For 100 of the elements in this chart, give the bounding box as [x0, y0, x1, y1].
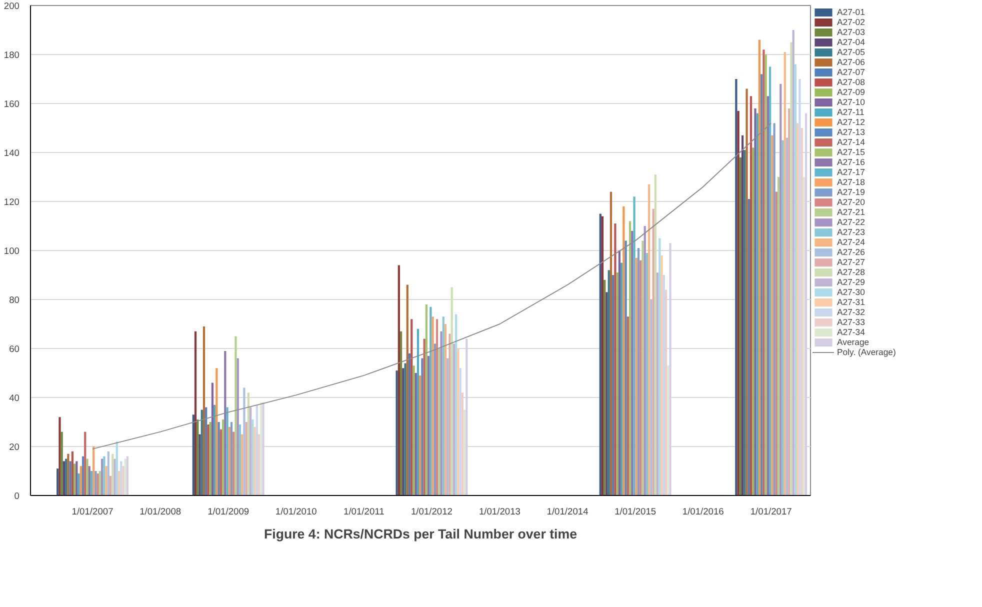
bar	[224, 350, 226, 496]
bar	[601, 216, 604, 496]
bar	[73, 464, 76, 496]
bar	[118, 471, 120, 496]
bar	[103, 456, 106, 496]
y-tick-label: 140	[4, 148, 20, 158]
bar	[644, 226, 646, 496]
bar	[216, 368, 218, 496]
bar	[782, 140, 784, 496]
bar	[69, 461, 72, 496]
bar	[624, 240, 627, 496]
x-tick-label: 1/01/2014	[546, 506, 588, 516]
bar	[92, 446, 95, 496]
bar	[744, 150, 746, 496]
bar	[604, 280, 606, 496]
bar	[614, 224, 616, 496]
bar	[194, 331, 197, 496]
bar	[652, 208, 654, 496]
legend-label: Average	[837, 337, 870, 347]
bar	[434, 344, 436, 496]
bar	[238, 424, 242, 496]
bar	[65, 458, 68, 496]
bar	[756, 113, 758, 496]
bar	[798, 79, 801, 496]
bar	[608, 270, 610, 496]
bar	[105, 466, 108, 496]
bar	[402, 368, 404, 496]
legend-label: A27-11	[837, 107, 864, 117]
bar	[400, 331, 402, 496]
x-tick-label: 1/01/2009	[208, 506, 250, 516]
bar	[222, 420, 224, 496]
bar	[599, 214, 602, 496]
bar	[120, 461, 122, 496]
bar	[762, 50, 765, 496]
bar	[107, 451, 110, 496]
bar	[245, 422, 248, 496]
y-tick-label: 80	[9, 295, 20, 305]
bar	[606, 292, 608, 496]
legend-label: A27-23	[837, 227, 865, 237]
legend-label: Poly. (Average)	[837, 347, 896, 357]
y-tick-label: 60	[9, 344, 20, 354]
bar	[448, 334, 451, 496]
bar	[788, 108, 790, 496]
bar	[214, 404, 216, 496]
bar	[109, 476, 112, 496]
bar	[67, 454, 70, 496]
y-tick-label: 160	[4, 99, 20, 109]
y-tick-label: 20	[9, 442, 20, 452]
legend-label: A27-09	[837, 87, 865, 97]
bar	[82, 456, 84, 496]
bar	[612, 275, 614, 496]
bar	[622, 206, 625, 496]
bar	[771, 135, 774, 496]
bar	[114, 458, 116, 496]
x-tick-label: 1/01/2017	[750, 506, 792, 516]
bar	[243, 388, 246, 496]
legend-label: A27-06	[837, 57, 865, 67]
bar	[236, 358, 239, 496]
bar	[440, 331, 442, 496]
legend-label: A27-21	[837, 207, 865, 217]
y-tick-label: 40	[9, 393, 20, 403]
bar	[71, 451, 74, 496]
legend-label: A27-33	[837, 317, 865, 327]
legend-label: A27-02	[837, 17, 865, 27]
bar	[769, 66, 772, 496]
legend-label: A27-29	[837, 277, 865, 287]
bar	[760, 74, 763, 496]
bar	[205, 407, 208, 496]
bar	[792, 30, 794, 496]
bar	[777, 177, 780, 496]
line-series	[92, 122, 772, 450]
bar	[746, 88, 748, 496]
bar	[200, 410, 203, 496]
legend-label: A27-20	[837, 197, 865, 207]
x-tick-label: 1/01/2010	[275, 506, 317, 516]
bar	[764, 54, 767, 496]
bar	[80, 466, 82, 496]
bar	[794, 64, 797, 496]
bar	[241, 434, 244, 496]
bar	[646, 252, 648, 496]
bar	[56, 468, 59, 496]
bar	[220, 429, 222, 496]
bar	[620, 262, 623, 496]
bar	[640, 260, 642, 496]
bar	[116, 442, 118, 496]
bar	[430, 306, 432, 496]
bar	[737, 110, 740, 496]
bar	[398, 265, 400, 496]
bar	[62, 461, 66, 496]
bar	[58, 417, 61, 496]
y-tick-label: 120	[4, 197, 20, 207]
bar	[735, 79, 738, 496]
x-tick-label: 1/01/2013	[478, 506, 520, 516]
bar	[642, 240, 644, 496]
bar	[60, 432, 63, 496]
bar	[432, 316, 434, 496]
bar	[648, 184, 650, 496]
bar	[656, 272, 659, 496]
bar	[226, 407, 228, 496]
legend-label: A27-24	[837, 237, 865, 247]
